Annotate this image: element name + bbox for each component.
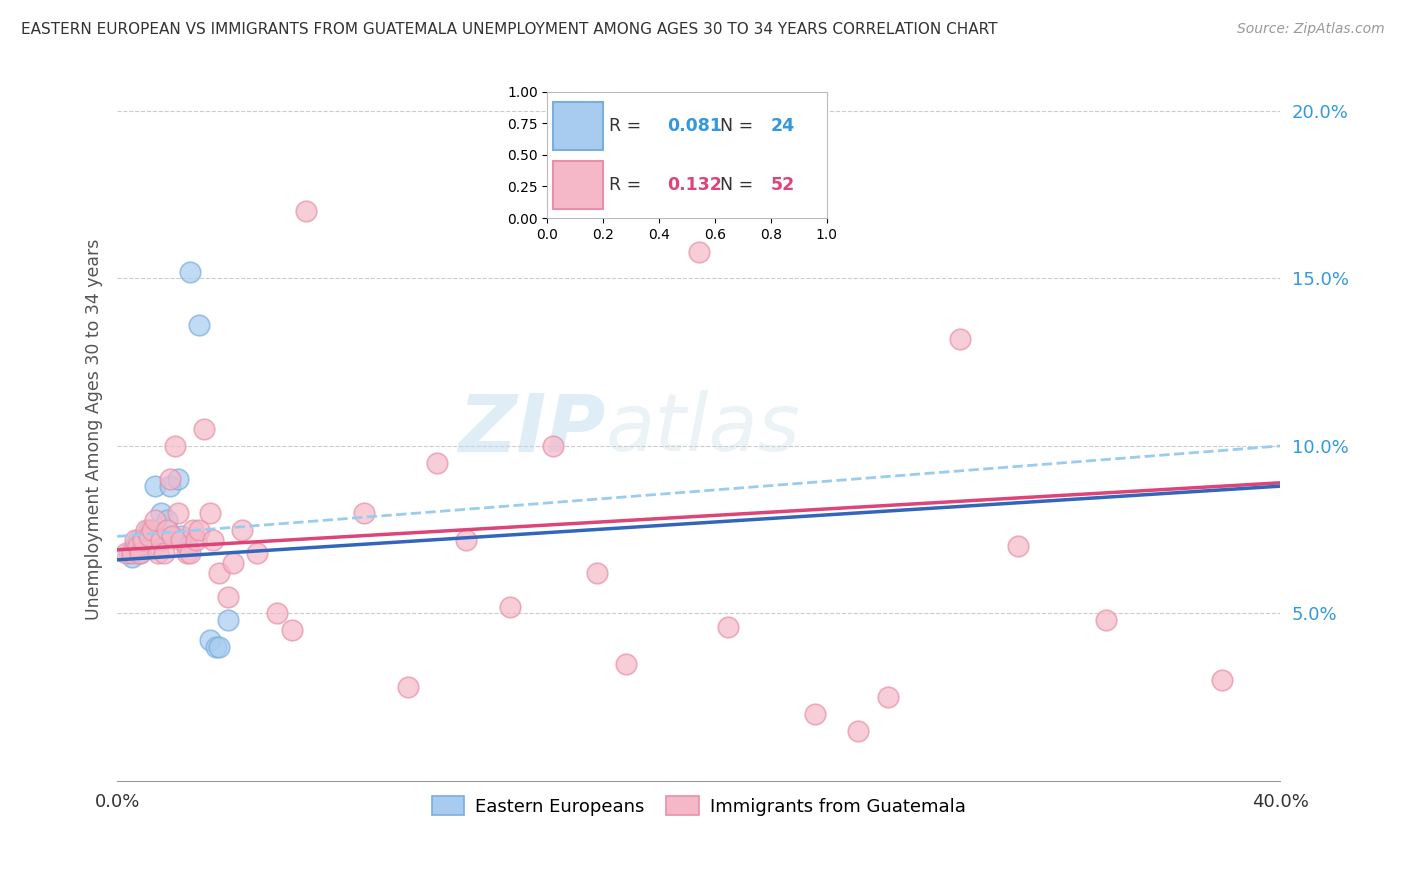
Point bbox=[146, 546, 169, 560]
Point bbox=[132, 533, 155, 547]
Point bbox=[155, 513, 177, 527]
Point bbox=[396, 680, 419, 694]
Point bbox=[295, 204, 318, 219]
Point bbox=[217, 613, 239, 627]
Point bbox=[159, 473, 181, 487]
Point bbox=[353, 506, 375, 520]
Text: ZIP: ZIP bbox=[458, 390, 606, 468]
Point bbox=[170, 529, 193, 543]
Point bbox=[202, 533, 225, 547]
Point bbox=[193, 422, 215, 436]
Point bbox=[454, 533, 477, 547]
Point bbox=[187, 318, 209, 333]
Point bbox=[138, 529, 160, 543]
Point bbox=[129, 546, 152, 560]
Point bbox=[121, 546, 143, 560]
Point bbox=[804, 706, 827, 721]
Point bbox=[200, 506, 222, 520]
Point bbox=[1211, 673, 1233, 688]
Point bbox=[688, 244, 710, 259]
Point bbox=[167, 506, 190, 520]
Point bbox=[118, 546, 141, 560]
Point bbox=[217, 590, 239, 604]
Point bbox=[541, 439, 564, 453]
Point bbox=[132, 533, 155, 547]
Point bbox=[124, 533, 146, 547]
Point bbox=[266, 607, 288, 621]
Point bbox=[717, 620, 740, 634]
Text: atlas: atlas bbox=[606, 390, 800, 468]
Point bbox=[121, 549, 143, 564]
Point bbox=[179, 546, 201, 560]
Point bbox=[614, 657, 637, 671]
Point bbox=[280, 624, 302, 638]
Point bbox=[141, 523, 163, 537]
Point bbox=[181, 523, 204, 537]
Point bbox=[149, 533, 172, 547]
Point bbox=[231, 523, 253, 537]
Point bbox=[170, 533, 193, 547]
Point bbox=[127, 546, 149, 560]
Point bbox=[135, 540, 157, 554]
Point bbox=[143, 513, 166, 527]
Point bbox=[127, 540, 149, 554]
Point bbox=[129, 546, 152, 560]
Point bbox=[208, 566, 231, 581]
Point bbox=[165, 439, 187, 453]
Point bbox=[586, 566, 609, 581]
Point bbox=[138, 523, 160, 537]
Point bbox=[155, 523, 177, 537]
Point bbox=[179, 265, 201, 279]
Point bbox=[141, 529, 163, 543]
Point bbox=[1094, 613, 1116, 627]
Point bbox=[200, 633, 222, 648]
Point bbox=[159, 479, 181, 493]
Text: EASTERN EUROPEAN VS IMMIGRANTS FROM GUATEMALA UNEMPLOYMENT AMONG AGES 30 TO 34 Y: EASTERN EUROPEAN VS IMMIGRANTS FROM GUAT… bbox=[21, 22, 998, 37]
Point bbox=[115, 546, 138, 560]
Point bbox=[498, 599, 520, 614]
Point bbox=[176, 546, 198, 560]
Point bbox=[876, 690, 898, 705]
Point bbox=[184, 533, 207, 547]
Point bbox=[222, 556, 245, 570]
Point bbox=[124, 540, 146, 554]
Point bbox=[149, 506, 172, 520]
Point bbox=[208, 640, 231, 654]
Point bbox=[848, 723, 870, 738]
Point bbox=[1007, 540, 1029, 554]
Legend: Eastern Europeans, Immigrants from Guatemala: Eastern Europeans, Immigrants from Guate… bbox=[423, 788, 974, 825]
Point bbox=[135, 523, 157, 537]
Point bbox=[176, 540, 198, 554]
Text: Source: ZipAtlas.com: Source: ZipAtlas.com bbox=[1237, 22, 1385, 37]
Point bbox=[162, 529, 184, 543]
Y-axis label: Unemployment Among Ages 30 to 34 years: Unemployment Among Ages 30 to 34 years bbox=[86, 238, 103, 620]
Point bbox=[152, 546, 174, 560]
Point bbox=[246, 546, 269, 560]
Point bbox=[426, 456, 449, 470]
Point bbox=[167, 473, 190, 487]
Point bbox=[187, 523, 209, 537]
Point bbox=[143, 479, 166, 493]
Point bbox=[162, 529, 184, 543]
Point bbox=[127, 533, 149, 547]
Point bbox=[205, 640, 228, 654]
Point bbox=[949, 332, 972, 346]
